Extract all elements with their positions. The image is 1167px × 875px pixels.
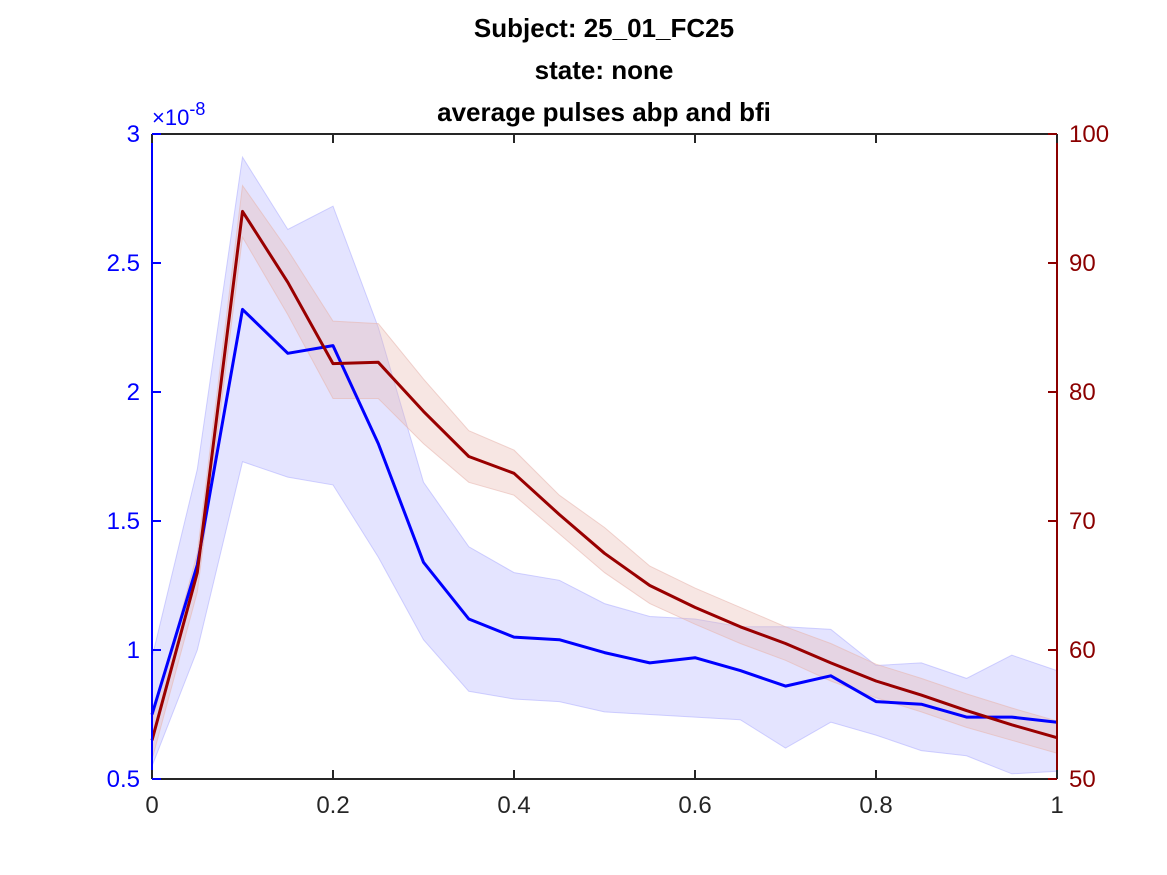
title-line-1: Subject: 25_01_FC25 [474,13,734,43]
axes: 0 0.2 0.4 0.6 0.8 1 0.5 1 1.5 2 2.5 3 50 60 70 80 90 100 ×… [107,99,1109,819]
y-right-tick-label: 50 [1069,766,1096,793]
plot-area [150,155,1058,775]
y-left-tick-label: 2 [127,379,140,406]
title-line-3: average pulses abp and bfi [437,97,771,127]
x-tick-label: 0.6 [678,792,711,819]
x-tick-label: 1 [1050,792,1063,819]
y-left-tick-label: 3 [127,121,140,148]
y-left-tick-label: 2.5 [107,250,140,277]
x-tick-label: 0.2 [316,792,349,819]
y-right-tick-label: 80 [1069,379,1096,406]
exponent-power: -8 [189,99,205,119]
y-left-tick-label: 0.5 [107,766,140,793]
series-1-line [150,307,1058,724]
y-left-tick-label: 1.5 [107,508,140,535]
y-right-tick-label: 70 [1069,508,1096,535]
title-line-2: state: none [535,55,674,85]
y-left-tick-label: 1 [127,637,140,664]
y-right-tick-label: 60 [1069,637,1096,664]
y-left-exponent-label: ×10-8 [152,99,205,130]
chart-title: Subject: 25_01_FC25 state: none average … [437,13,771,127]
y-right-tick-label: 100 [1069,121,1109,148]
y-right-tick-label: 90 [1069,250,1096,277]
series-2-line [150,209,1058,741]
exponent-base: ×10 [152,105,189,130]
x-tick-label: 0.4 [497,792,530,819]
x-tick-label: 0 [145,792,158,819]
x-tick-label: 0.8 [859,792,892,819]
